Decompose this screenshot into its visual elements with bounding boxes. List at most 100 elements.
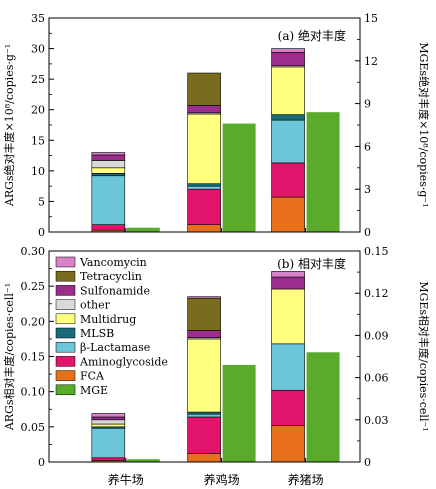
- legend-label: other: [80, 299, 111, 312]
- bar-segment: [187, 296, 221, 299]
- bar-segment: [91, 167, 126, 174]
- bar-segment: [271, 343, 305, 391]
- y-tick-label: 0.25: [21, 280, 46, 293]
- bar-segment: [271, 114, 305, 121]
- y2-tick-label: 3: [364, 183, 371, 196]
- y-tick-label: 0.15: [21, 351, 46, 364]
- legend-label: MLSB: [80, 327, 114, 340]
- legend-swatch: [55, 384, 76, 396]
- bar-segment: [187, 113, 221, 184]
- legend-label: Aminoglycoside: [79, 355, 168, 368]
- y2-tick-label: 6: [364, 140, 371, 153]
- bar-segment: [271, 271, 305, 278]
- bar-segment: [271, 162, 305, 198]
- y-tick-label: 15: [31, 134, 45, 147]
- y2-tick-label: 0: [364, 226, 371, 239]
- legend-swatch: [55, 285, 76, 296]
- legend-swatch: [55, 327, 76, 339]
- y2-tick-label: 0.15: [364, 245, 389, 258]
- y-tick-label: 0: [38, 226, 45, 239]
- legend-swatch: [55, 356, 76, 367]
- bar-segment: [91, 413, 126, 418]
- panel-a: 0 5 10 15 20 25 30 35 0 3 6 9 12 15 ARGs绝对丰度×10⁸/copie…: [2, 12, 431, 239]
- bar-segment: [187, 72, 221, 106]
- bar-segment: [91, 152, 126, 156]
- legend-label: Tetracyclin: [80, 270, 142, 283]
- y-tick-label: 20: [31, 104, 45, 117]
- mge-bar: [126, 459, 160, 462]
- bar-segment: [187, 453, 221, 463]
- y-tick-label: 25: [31, 73, 45, 86]
- mge-bar: [306, 112, 340, 232]
- bar-segment: [187, 188, 221, 225]
- bar-segment: [271, 425, 305, 463]
- y-tick-label: 35: [31, 12, 45, 25]
- y2-tick-label: 0: [364, 456, 371, 469]
- y-tick-label: 10: [31, 165, 45, 178]
- bar-segment: [271, 66, 305, 115]
- y2-tick-label: 12: [364, 55, 378, 68]
- y-tick-label: 30: [31, 43, 45, 56]
- legend-swatch: [55, 313, 76, 325]
- legend-swatch: [55, 370, 76, 381]
- legend-swatch: [55, 299, 76, 310]
- bar-segment: [187, 185, 221, 190]
- panel-a-label: (a) 绝对丰度: [278, 28, 346, 43]
- bar-segment: [91, 175, 126, 225]
- y2-tick-label: 0.06: [364, 372, 389, 385]
- mge-bar: [222, 123, 256, 232]
- legend-label: Vancomycin: [79, 256, 147, 269]
- y2-tick-label: 0.09: [364, 329, 389, 342]
- y-tick-label: 0.05: [21, 421, 46, 434]
- y-tick-label: 0: [38, 456, 45, 469]
- bar-segment: [187, 411, 221, 415]
- bar-segment: [271, 48, 305, 53]
- y2-axis-title: MGEs相对丰度/copies·cell⁻¹: [417, 281, 431, 431]
- bar-segment: [187, 183, 221, 187]
- mge-bar: [222, 364, 256, 462]
- legend-label: MGE: [80, 384, 108, 397]
- y2-tick-label: 0.03: [364, 414, 389, 427]
- bar-segment: [91, 457, 126, 461]
- bar-segment: [187, 416, 221, 454]
- y-tick-label: 5: [38, 195, 45, 208]
- bar-segment: [271, 51, 305, 66]
- legend-swatch: [55, 256, 76, 268]
- bar-segment: [271, 276, 305, 290]
- mge-bar: [306, 352, 340, 462]
- y2-tick-label: 15: [364, 12, 378, 25]
- bar-segment: [91, 416, 126, 421]
- y-tick-label: 0.30: [21, 245, 46, 258]
- bar-segment: [187, 413, 221, 418]
- legend-label: β-Lactamase: [80, 341, 150, 354]
- y-axis-title: ARGs相对丰度/copies·cell⁻¹: [2, 283, 16, 431]
- category-label: 养牛场: [108, 472, 144, 487]
- legend-label: Sulfonamide: [80, 284, 150, 297]
- bar-segment: [187, 297, 221, 331]
- bar-segment: [91, 423, 126, 428]
- y-tick-label: 0.20: [21, 315, 46, 328]
- y2-axis-title: MGEs绝对丰度×10⁸/copies·g⁻¹: [417, 42, 431, 207]
- bar-segment: [91, 419, 126, 425]
- bar-segment: [271, 288, 305, 345]
- y2-tick-label: 9: [364, 98, 371, 111]
- mge-bar: [126, 227, 160, 232]
- legend-swatch: [55, 270, 76, 282]
- bar-segment: [91, 160, 126, 169]
- bar-segment: [187, 330, 221, 338]
- y-tick-label: 0.10: [21, 386, 46, 399]
- category-label: 养鸡场: [204, 472, 240, 487]
- category-label: 养猪场: [288, 472, 324, 487]
- y-axis-title: ARGs绝对丰度×10⁸/copies·g⁻¹: [2, 44, 16, 207]
- bar-segment: [91, 154, 126, 161]
- bar-segment: [91, 224, 126, 231]
- bar-segment: [271, 196, 305, 233]
- panel-b-label: (b) 相对丰度: [277, 256, 346, 271]
- bar-segment: [271, 389, 305, 426]
- legend-label: Multidrug: [80, 313, 136, 326]
- bar-segment: [271, 119, 305, 164]
- legend-swatch: [55, 341, 76, 353]
- bar-segment: [91, 173, 126, 177]
- y2-tick-label: 0.12: [364, 287, 389, 300]
